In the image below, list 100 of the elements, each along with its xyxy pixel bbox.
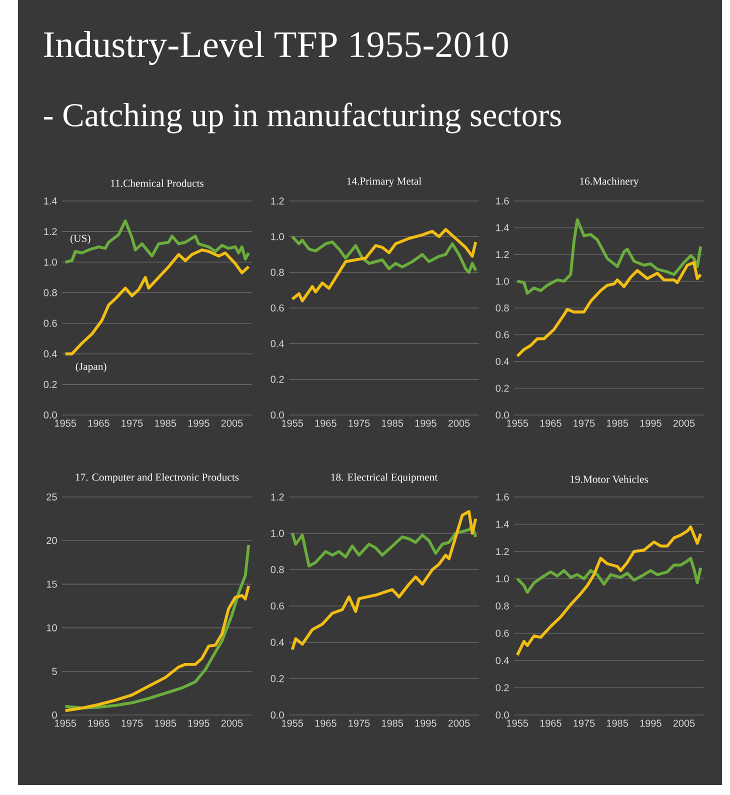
x-tick-label: 1955 <box>506 720 528 727</box>
y-tick-label: 20 <box>46 537 57 544</box>
x-tick-label: 2005 <box>221 720 243 727</box>
y-tick-label: 0.4 <box>270 638 284 646</box>
line-series <box>64 219 250 264</box>
y-tick-label: 0.0 <box>44 411 57 419</box>
y-tick-label: 1.0 <box>44 258 57 266</box>
x-tick-label: 1985 <box>382 720 404 727</box>
x-tick-label: 2005 <box>673 720 695 727</box>
x-tick-label: 1975 <box>348 420 370 427</box>
x-tick-label: 1955 <box>54 420 76 427</box>
x-tick-label: 1985 <box>154 720 176 727</box>
x-tick-label: 1965 <box>540 720 562 727</box>
y-tick-label: 0.6 <box>496 630 509 637</box>
y-tick-label: 1.4 <box>496 224 509 232</box>
x-tick-label: 1985 <box>606 420 628 427</box>
y-tick-label: 5 <box>52 668 57 675</box>
y-tick-label: 0.8 <box>496 304 509 312</box>
y-tick-label: 0.4 <box>270 340 284 348</box>
y-tick-label: 0.8 <box>270 268 284 276</box>
x-tick-label: 2005 <box>673 420 695 427</box>
y-tick-label: 0.4 <box>496 656 509 664</box>
x-tick-label: 2005 <box>448 720 470 727</box>
y-tick-label: 0.4 <box>496 358 509 366</box>
y-tick-label: 1.2 <box>271 494 284 500</box>
x-tick-label: 1955 <box>282 720 304 727</box>
y-tick-label: 1.0 <box>271 530 284 537</box>
x-tick-label: 1995 <box>188 720 210 727</box>
y-tick-label: 0.0 <box>270 411 284 419</box>
y-tick-label: 0.4 <box>44 350 57 358</box>
y-tick-label: 0.8 <box>270 566 284 574</box>
x-tick-label: 1995 <box>415 420 436 427</box>
y-tick-label: 0.8 <box>44 289 57 296</box>
x-tick-label: 1955 <box>282 420 304 427</box>
y-tick-label: 1.4 <box>496 520 509 528</box>
y-tick-label: 1.2 <box>271 198 284 204</box>
chart-title: 18. Electrical Equipment <box>331 473 438 483</box>
chart-title: 14.Primary Metal <box>347 177 422 187</box>
y-tick-label: 0.2 <box>270 376 284 383</box>
y-tick-label: 10 <box>46 624 57 632</box>
x-tick-label: 1995 <box>415 720 436 727</box>
x-tick-label: 1975 <box>122 720 143 727</box>
series-label: (US) <box>70 234 90 244</box>
y-tick-label: 1.4 <box>44 198 57 204</box>
y-tick-label: 0.2 <box>44 380 57 388</box>
y-tick-label: 0.2 <box>496 384 509 392</box>
y-tick-label: 0 <box>52 711 57 719</box>
chart-title: 19.Motor Vehicles <box>570 475 648 483</box>
y-tick-label: 1.6 <box>496 197 509 205</box>
x-tick-label: 1995 <box>188 420 210 427</box>
x-tick-label: 1995 <box>640 420 662 427</box>
x-tick-label: 1965 <box>540 420 562 427</box>
x-tick-label: 1965 <box>315 420 336 427</box>
chart-title: 17. Computer and Electronic Products <box>76 473 239 483</box>
y-tick-label: 1.0 <box>271 233 284 240</box>
x-tick-label: 2005 <box>221 420 243 427</box>
x-tick-label: 1965 <box>88 420 110 427</box>
text: Industry-Level TFP 1955-2010 <box>44 31 508 65</box>
y-tick-label: 1.2 <box>496 251 509 258</box>
y-tick-label: 1.2 <box>496 548 509 555</box>
y-tick-label: 0.2 <box>496 684 509 692</box>
y-tick-label: 0.0 <box>270 711 284 719</box>
y-tick-label: 0.6 <box>44 320 57 327</box>
line-series <box>64 248 250 356</box>
x-tick-label: 1995 <box>640 720 662 727</box>
line-series <box>516 556 702 594</box>
series-label: (Japan) <box>76 362 106 372</box>
x-tick-label: 1965 <box>88 720 110 727</box>
chart-title: 16.Machinery <box>580 177 639 187</box>
y-tick-label: 15 <box>46 580 57 588</box>
y-tick-label: 0.8 <box>496 602 509 610</box>
x-tick-label: 1985 <box>382 420 404 427</box>
x-tick-label: 1985 <box>154 420 176 427</box>
line-series <box>516 526 702 657</box>
line-series <box>516 261 702 358</box>
line-series <box>64 584 250 712</box>
line-series <box>290 228 478 302</box>
x-tick-label: 1955 <box>54 720 76 727</box>
y-tick-label: 0.0 <box>496 411 509 419</box>
y-tick-label: 1.2 <box>44 228 57 236</box>
chart-title: 11.Chemical Products <box>111 179 204 187</box>
x-tick-label: 1975 <box>348 720 370 727</box>
y-tick-label: 25 <box>46 493 57 501</box>
x-tick-label: 1965 <box>315 720 336 727</box>
y-tick-label: 0.6 <box>270 602 284 610</box>
x-tick-label: 1975 <box>122 420 143 427</box>
y-tick-label: 1.0 <box>496 575 509 582</box>
y-tick-label: 0.6 <box>270 304 284 312</box>
x-tick-label: 1975 <box>574 420 595 427</box>
x-tick-label: 1975 <box>574 720 595 727</box>
y-tick-label: 0.0 <box>496 711 509 719</box>
x-tick-label: 1985 <box>606 720 628 727</box>
x-tick-label: 2005 <box>448 420 470 427</box>
y-tick-label: 1.6 <box>496 493 509 501</box>
line-series <box>290 524 478 568</box>
x-tick-label: 1955 <box>506 420 528 427</box>
text: - Catching up in manufacturing sectors <box>44 102 561 134</box>
y-tick-label: 0.6 <box>496 331 509 338</box>
y-tick-label: 1.0 <box>496 278 509 285</box>
y-tick-label: 0.2 <box>270 675 284 682</box>
